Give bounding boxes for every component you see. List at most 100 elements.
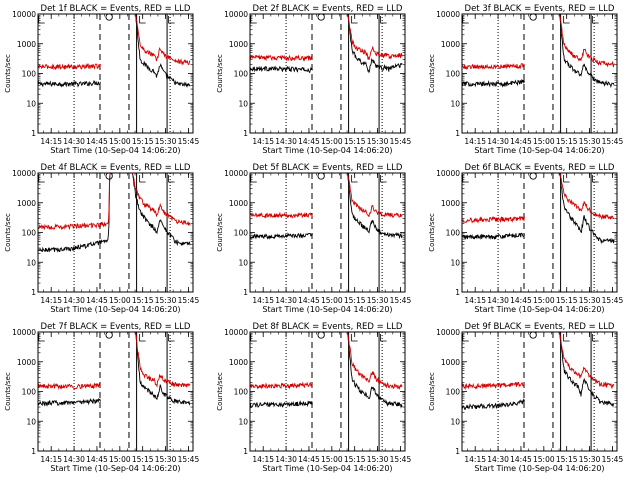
y-tick-label: 10000 <box>224 169 248 178</box>
state-marker <box>38 175 45 183</box>
y-tick-label: 10 <box>238 99 248 108</box>
state-marker <box>462 16 469 24</box>
x-tick-label: 14:15 <box>464 455 486 464</box>
y-tick-label: 1 <box>455 129 460 138</box>
x-tick-label: 15:45 <box>178 137 200 146</box>
lld-trace <box>38 332 191 391</box>
state-marker <box>250 334 257 342</box>
state-marker <box>462 175 469 183</box>
y-tick-label: 10000 <box>12 10 36 19</box>
y-tick-label: 100 <box>22 229 37 238</box>
x-tick-label: 15:15 <box>556 296 578 305</box>
y-tick-label: 100 <box>446 70 461 79</box>
panel-7: Det 7f BLACK = Events, RED = LLD Counts/s… <box>4 322 199 473</box>
events-trace <box>250 14 403 74</box>
x-axis-label: Start Time (10-Sep-04 14:06:20) <box>50 146 180 155</box>
lld-trace <box>250 332 403 391</box>
y-tick-label: 1000 <box>17 358 36 367</box>
x-tick-label: 14:45 <box>86 137 108 146</box>
x-tick-label: 14:30 <box>63 296 85 305</box>
x-tick-label: 14:15 <box>252 137 274 146</box>
y-tick-label: 1000 <box>441 199 460 208</box>
flare-marker <box>105 331 113 339</box>
plot-frame <box>249 13 406 134</box>
flare-marker <box>317 13 325 21</box>
lld-trace <box>462 173 615 224</box>
x-tick-label: 15:45 <box>390 296 412 305</box>
y-tick-label: 1 <box>243 447 248 456</box>
y-axis-label: Counts/sec <box>216 54 224 93</box>
y-tick-label: 1 <box>455 447 460 456</box>
state-marker <box>563 16 570 24</box>
panel-title: Det 7f BLACK = Events, RED = LLD <box>41 322 191 332</box>
y-tick-label: 1 <box>31 447 36 456</box>
x-tick-label: 15:15 <box>344 455 366 464</box>
lld-trace <box>38 14 191 71</box>
flare-marker <box>317 331 325 339</box>
y-tick-label: 1000 <box>229 199 248 208</box>
x-tick-label: 14:15 <box>464 296 486 305</box>
flare-marker <box>529 13 537 21</box>
plot-frame <box>461 331 618 452</box>
x-tick-label: 14:45 <box>86 455 108 464</box>
x-tick-label: 15:15 <box>132 137 154 146</box>
lld-trace <box>250 14 403 62</box>
x-tick-label: 15:15 <box>556 455 578 464</box>
x-tick-label: 15:30 <box>155 455 177 464</box>
x-tick-label: 14:45 <box>510 296 532 305</box>
y-tick-label: 1 <box>455 288 460 297</box>
y-tick-label: 10000 <box>224 328 248 337</box>
x-tick-label: 15:45 <box>390 137 412 146</box>
x-tick-label: 14:30 <box>63 455 85 464</box>
x-tick-label: 15:15 <box>344 296 366 305</box>
state-marker <box>250 175 257 183</box>
y-tick-label: 1000 <box>229 40 248 49</box>
y-tick-label: 10 <box>26 99 36 108</box>
x-tick-label: 15:00 <box>109 296 131 305</box>
x-tick-label: 15:15 <box>132 296 154 305</box>
flare-marker <box>317 172 325 180</box>
plot-frame <box>249 331 406 452</box>
x-tick-label: 15:15 <box>556 137 578 146</box>
panel-title: Det 9f BLACK = Events, RED = LLD <box>465 322 615 332</box>
y-tick-label: 100 <box>446 229 461 238</box>
state-marker <box>250 16 257 24</box>
panel-title: Det 3f BLACK = Events, RED = LLD <box>465 4 615 14</box>
x-tick-label: 15:00 <box>109 455 131 464</box>
x-tick-label: 14:30 <box>487 296 509 305</box>
plot-frame <box>461 172 618 293</box>
lld-trace <box>38 173 191 231</box>
y-tick-label: 10000 <box>436 169 460 178</box>
x-tick-label: 14:45 <box>298 296 320 305</box>
y-tick-label: 1 <box>31 288 36 297</box>
x-tick-label: 15:30 <box>579 455 601 464</box>
y-tick-label: 100 <box>22 388 37 397</box>
y-tick-label: 100 <box>22 70 37 79</box>
state-marker <box>380 175 387 183</box>
y-tick-label: 10 <box>238 417 248 426</box>
events-trace <box>462 332 615 410</box>
panel-4: Det 4f BLACK = Events, RED = LLD Counts/s… <box>4 163 199 314</box>
x-tick-label: 14:45 <box>298 455 320 464</box>
plot-frame <box>37 172 194 293</box>
y-axis-label: Counts/sec <box>4 213 12 252</box>
state-marker <box>38 16 45 24</box>
state-marker <box>592 16 599 24</box>
x-tick-label: 14:45 <box>510 137 532 146</box>
x-axis-label: Start Time (10-Sep-04 14:06:20) <box>262 464 392 473</box>
state-marker <box>380 334 387 342</box>
events-trace <box>38 173 191 253</box>
x-tick-label: 14:15 <box>464 137 486 146</box>
y-tick-label: 10000 <box>224 10 248 19</box>
panel-title: Det 1f BLACK = Events, RED = LLD <box>41 4 191 14</box>
plot-frame <box>461 13 618 134</box>
state-marker <box>351 175 358 183</box>
state-marker <box>563 175 570 183</box>
panel-title: Det 6f BLACK = Events, RED = LLD <box>465 163 615 173</box>
x-tick-label: 14:45 <box>86 296 108 305</box>
state-marker <box>462 334 469 342</box>
panel-5: Det 5f BLACK = Events, RED = LLD Counts/s… <box>216 163 411 314</box>
x-tick-label: 15:45 <box>390 455 412 464</box>
x-axis-label: Start Time (10-Sep-04 14:06:20) <box>262 305 392 314</box>
